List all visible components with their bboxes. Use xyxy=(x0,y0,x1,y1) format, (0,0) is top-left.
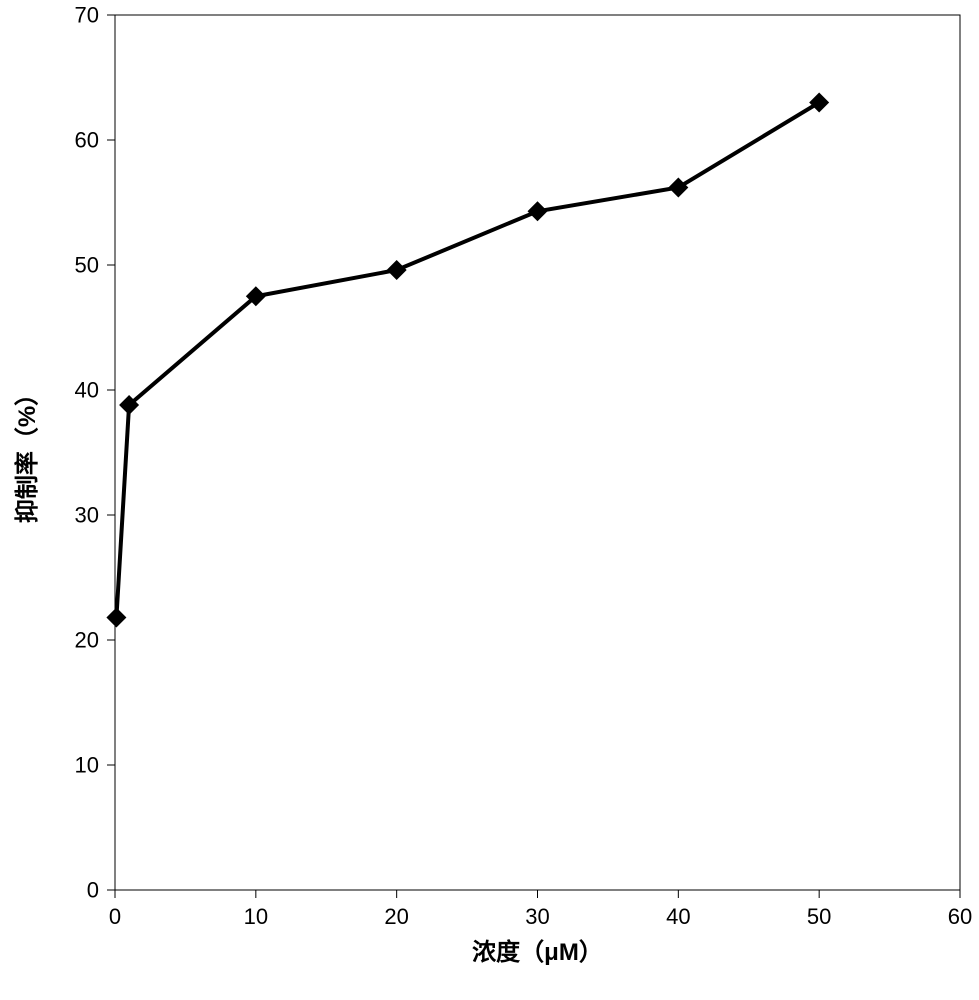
y-axis-label: 抑制率（%） xyxy=(13,382,41,523)
chart-container: 0 10 20 30 40 50 60 0 10 20 30 40 50 60 70 浓度（μM） 抑制率（%） xyxy=(0,0,979,1000)
x-tick-label: 30 xyxy=(525,904,549,929)
y-tick-label: 50 xyxy=(75,253,99,278)
y-tick-label: 70 xyxy=(75,3,99,28)
x-tick-label: 50 xyxy=(807,904,831,929)
y-tick-label: 0 xyxy=(87,878,99,903)
y-tick-label: 10 xyxy=(75,753,99,778)
x-tick-label: 60 xyxy=(948,904,972,929)
y-tick-label: 60 xyxy=(75,128,99,153)
y-tick-label: 30 xyxy=(75,503,99,528)
x-tick-label: 0 xyxy=(109,904,121,929)
y-tick-label: 20 xyxy=(75,628,99,653)
x-tick-label: 20 xyxy=(384,904,408,929)
y-tick-label: 40 xyxy=(75,378,99,403)
x-axis-label: 浓度（μM） xyxy=(472,938,603,966)
line-chart: 0 10 20 30 40 50 60 0 10 20 30 40 50 60 70 浓度（μM） 抑制率（%） xyxy=(0,0,979,1000)
plot-area-border xyxy=(115,15,960,890)
x-tick-label: 40 xyxy=(666,904,690,929)
x-tick-label: 10 xyxy=(244,904,268,929)
